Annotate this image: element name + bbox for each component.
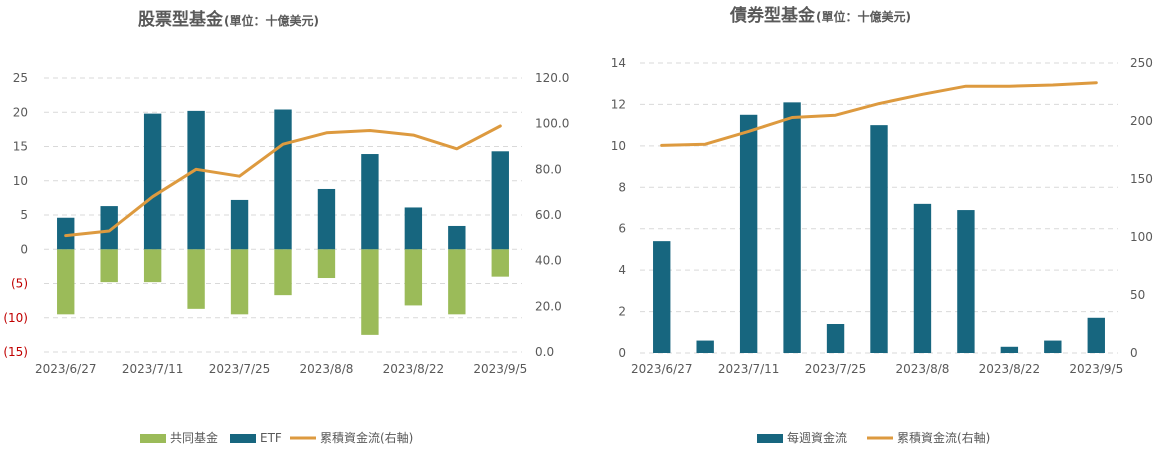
x-axis-tick-label: 2023/8/8	[896, 362, 950, 376]
legend-label: 每週資金流	[787, 430, 847, 445]
x-axis-tick-label: 2023/9/5	[1069, 362, 1123, 376]
bar-共同基金	[317, 249, 336, 279]
legend-swatch	[230, 434, 256, 443]
left-axis-tick-label: (15)	[3, 345, 28, 359]
bar-ETF	[448, 225, 466, 250]
left-axis-tick-label: 6	[618, 222, 626, 236]
equity-fund-chart: (15) (10) (5) 0 5 10 15 20 25 0.0 20.0 40.0 60.0 80.0…	[3, 71, 569, 445]
left-axis-tick-label: 0	[618, 346, 626, 360]
legend-item: ETF	[230, 431, 282, 445]
bar-共同基金	[404, 249, 423, 306]
right-axis-tick-label: 100.0	[535, 117, 569, 131]
bar-每週資金流	[696, 340, 714, 353]
bar-共同基金	[361, 249, 379, 335]
left-axis-tick-label: 8	[618, 180, 626, 194]
bar-共同基金	[274, 249, 292, 296]
right-axis-tick-label: 0.0	[535, 345, 554, 359]
bar-每週資金流	[957, 210, 975, 353]
left-axis-tick-label: 12	[611, 97, 626, 111]
bar-ETF	[230, 199, 249, 250]
bar-ETF	[143, 113, 162, 250]
left-axis-tick-label: 2	[618, 305, 626, 319]
bar-ETF	[57, 217, 75, 250]
equity-chart-title: 股票型基金	[138, 9, 224, 30]
legend-swatch	[757, 434, 783, 443]
x-axis-tick-label: 2023/6/27	[35, 362, 97, 376]
bar-每週資金流	[1000, 346, 1019, 353]
bar-共同基金	[57, 249, 75, 315]
left-axis-tick-label: 5	[20, 208, 28, 222]
bar-共同基金	[143, 249, 162, 283]
x-axis-tick-label: 2023/7/25	[805, 362, 867, 376]
bar-每週資金流	[653, 241, 671, 353]
bar-ETF	[187, 110, 205, 250]
bar-每週資金流	[783, 102, 801, 353]
left-axis-tick-label: 10	[13, 174, 28, 188]
bond-chart-unit: (單位：十億美元)	[816, 9, 911, 24]
legend-swatch	[140, 434, 166, 443]
bar-共同基金	[100, 249, 118, 283]
legend-label: ETF	[260, 431, 282, 445]
bond-fund-chart: 0 2 4 6 8 10 12 14 0 50 100 150 200 250 2023/6/27 2023/…	[611, 56, 1153, 445]
bar-ETF	[491, 151, 509, 250]
bond-chart-title: 債券型基金	[729, 5, 816, 26]
legend-label: 累積資金流(右軸)	[320, 430, 413, 445]
bar-每週資金流	[870, 125, 888, 354]
right-axis-tick-label: 60.0	[535, 208, 562, 222]
bar-ETF	[100, 206, 118, 250]
line-series-cumulative-flow	[660, 81, 1098, 147]
bar-共同基金	[230, 249, 249, 315]
bar-ETF	[404, 207, 423, 250]
left-axis-tick-label: (5)	[11, 277, 28, 291]
x-axis-tick-label: 2023/8/22	[383, 362, 445, 376]
right-axis-tick-label: 150	[1130, 172, 1153, 186]
bar-ETF	[317, 188, 336, 250]
right-axis-tick-label: 120.0	[535, 71, 569, 85]
right-axis-tick-label: 250	[1130, 56, 1153, 70]
left-axis-tick-label: 0	[20, 242, 28, 256]
right-axis-tick-label: 0	[1130, 346, 1138, 360]
bar-ETF	[274, 109, 292, 250]
legend-item: 共同基金	[140, 430, 218, 445]
x-axis-tick-label: 2023/6/27	[631, 362, 693, 376]
legend-item: 每週資金流	[757, 430, 847, 445]
legend-label: 累積資金流(右軸)	[897, 430, 990, 445]
left-axis-tick-label: (10)	[3, 311, 28, 325]
left-axis-tick-label: 10	[611, 139, 626, 153]
bar-每週資金流	[913, 203, 932, 353]
legend-label: 共同基金	[170, 430, 218, 445]
x-axis-tick-label: 2023/7/11	[718, 362, 780, 376]
bar-每週資金流	[1087, 317, 1105, 353]
bar-每週資金流	[739, 114, 758, 354]
legend-item: 累積資金流(右軸)	[867, 430, 990, 445]
right-axis-tick-label: 40.0	[535, 254, 562, 268]
equity-chart-unit: (單位：十億美元)	[224, 13, 319, 28]
x-axis-tick-label: 2023/7/25	[209, 362, 271, 376]
right-axis-tick-label: 80.0	[535, 162, 562, 176]
left-axis-tick-label: 25	[13, 71, 28, 85]
left-axis-tick-label: 15	[13, 140, 28, 154]
right-axis-tick-label: 200	[1130, 114, 1153, 128]
left-axis-tick-label: 20	[13, 105, 28, 119]
right-axis-tick-label: 100	[1130, 230, 1153, 244]
x-axis-tick-label: 2023/7/11	[122, 362, 184, 376]
legend-item: 累積資金流(右軸)	[290, 430, 413, 445]
bar-共同基金	[448, 249, 466, 315]
bar-共同基金	[187, 249, 205, 309]
left-axis-tick-label: 14	[611, 56, 626, 70]
bar-共同基金	[491, 249, 509, 277]
line-series-cumulative-flow	[64, 124, 502, 238]
right-axis-tick-label: 20.0	[535, 299, 562, 313]
bar-每週資金流	[826, 324, 845, 353]
x-axis-tick-label: 2023/8/22	[979, 362, 1041, 376]
bar-每週資金流	[1044, 340, 1062, 353]
x-axis-tick-label: 2023/9/5	[473, 362, 527, 376]
right-axis-tick-label: 50	[1130, 288, 1145, 302]
left-axis-tick-label: 4	[618, 263, 626, 277]
bar-ETF	[361, 154, 379, 250]
x-axis-tick-label: 2023/8/8	[300, 362, 354, 376]
